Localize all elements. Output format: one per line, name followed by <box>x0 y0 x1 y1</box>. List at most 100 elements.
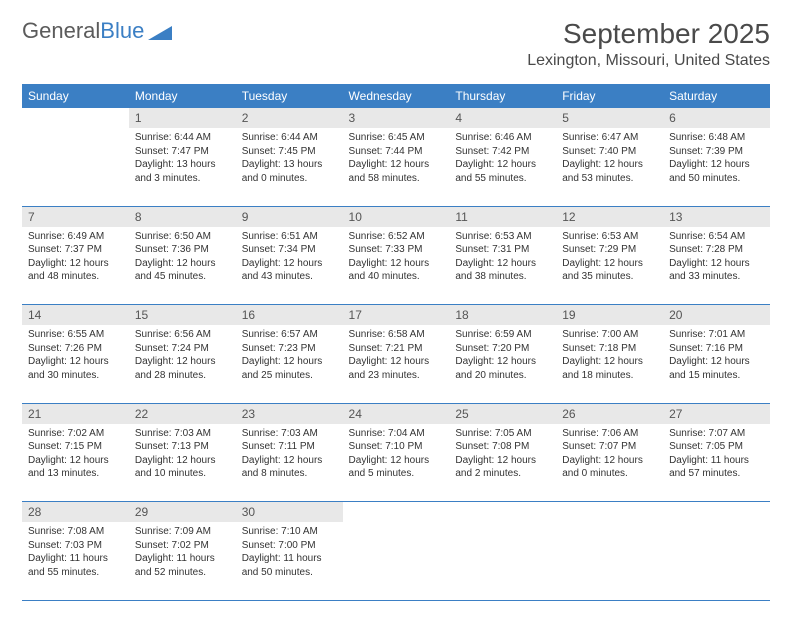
daylight-line: Daylight: 12 hours and 50 minutes. <box>669 158 764 185</box>
day-content-cell: Sunrise: 6:57 AMSunset: 7:23 PMDaylight:… <box>236 325 343 403</box>
sunrise-line: Sunrise: 6:51 AM <box>242 230 337 244</box>
sunset-line: Sunset: 7:28 PM <box>669 243 764 257</box>
day-content-cell: Sunrise: 6:46 AMSunset: 7:42 PMDaylight:… <box>449 128 556 206</box>
sunset-line: Sunset: 7:21 PM <box>349 342 444 356</box>
daylight-line: Daylight: 12 hours and 58 minutes. <box>349 158 444 185</box>
weekday-header: Friday <box>556 84 663 108</box>
day-content-cell: Sunrise: 6:45 AMSunset: 7:44 PMDaylight:… <box>343 128 450 206</box>
daylight-line: Daylight: 12 hours and 35 minutes. <box>562 257 657 284</box>
sunset-line: Sunset: 7:20 PM <box>455 342 550 356</box>
day-content-cell: Sunrise: 6:53 AMSunset: 7:29 PMDaylight:… <box>556 227 663 305</box>
day-details: Sunrise: 6:59 AMSunset: 7:20 PMDaylight:… <box>449 325 556 388</box>
sunrise-line: Sunrise: 6:44 AM <box>242 131 337 145</box>
day-details: Sunrise: 6:50 AMSunset: 7:36 PMDaylight:… <box>129 227 236 290</box>
day-number-cell: 5 <box>556 108 663 128</box>
calendar-table: SundayMondayTuesdayWednesdayThursdayFrid… <box>22 84 770 601</box>
sunset-line: Sunset: 7:33 PM <box>349 243 444 257</box>
daylight-line: Daylight: 12 hours and 5 minutes. <box>349 454 444 481</box>
day-content-cell: Sunrise: 7:03 AMSunset: 7:13 PMDaylight:… <box>129 424 236 502</box>
daylight-line: Daylight: 11 hours and 52 minutes. <box>135 552 230 579</box>
day-details: Sunrise: 7:06 AMSunset: 7:07 PMDaylight:… <box>556 424 663 487</box>
logo-text-2: Blue <box>100 18 144 44</box>
day-content-row: Sunrise: 7:02 AMSunset: 7:15 PMDaylight:… <box>22 424 770 502</box>
sunrise-line: Sunrise: 6:48 AM <box>669 131 764 145</box>
sunset-line: Sunset: 7:02 PM <box>135 539 230 553</box>
weekday-header-row: SundayMondayTuesdayWednesdayThursdayFrid… <box>22 84 770 108</box>
day-content-cell: Sunrise: 6:59 AMSunset: 7:20 PMDaylight:… <box>449 325 556 403</box>
sunrise-line: Sunrise: 7:08 AM <box>28 525 123 539</box>
day-details: Sunrise: 6:55 AMSunset: 7:26 PMDaylight:… <box>22 325 129 388</box>
day-number-cell: 27 <box>663 403 770 424</box>
day-details: Sunrise: 7:01 AMSunset: 7:16 PMDaylight:… <box>663 325 770 388</box>
day-details: Sunrise: 6:53 AMSunset: 7:29 PMDaylight:… <box>556 227 663 290</box>
sunrise-line: Sunrise: 6:56 AM <box>135 328 230 342</box>
weekday-header: Wednesday <box>343 84 450 108</box>
day-details: Sunrise: 6:45 AMSunset: 7:44 PMDaylight:… <box>343 128 450 191</box>
sunrise-line: Sunrise: 7:01 AM <box>669 328 764 342</box>
day-number-cell: 3 <box>343 108 450 128</box>
weekday-header: Saturday <box>663 84 770 108</box>
daylight-line: Daylight: 12 hours and 43 minutes. <box>242 257 337 284</box>
sunrise-line: Sunrise: 6:50 AM <box>135 230 230 244</box>
day-content-cell: Sunrise: 6:47 AMSunset: 7:40 PMDaylight:… <box>556 128 663 206</box>
daylight-line: Daylight: 12 hours and 55 minutes. <box>455 158 550 185</box>
daylight-line: Daylight: 12 hours and 48 minutes. <box>28 257 123 284</box>
sunrise-line: Sunrise: 6:44 AM <box>135 131 230 145</box>
day-content-cell: Sunrise: 7:03 AMSunset: 7:11 PMDaylight:… <box>236 424 343 502</box>
day-content-cell: Sunrise: 6:53 AMSunset: 7:31 PMDaylight:… <box>449 227 556 305</box>
sunrise-line: Sunrise: 7:02 AM <box>28 427 123 441</box>
sunset-line: Sunset: 7:31 PM <box>455 243 550 257</box>
sunset-line: Sunset: 7:11 PM <box>242 440 337 454</box>
daylight-line: Daylight: 12 hours and 2 minutes. <box>455 454 550 481</box>
day-details: Sunrise: 7:03 AMSunset: 7:13 PMDaylight:… <box>129 424 236 487</box>
daylight-line: Daylight: 12 hours and 8 minutes. <box>242 454 337 481</box>
day-details: Sunrise: 6:48 AMSunset: 7:39 PMDaylight:… <box>663 128 770 191</box>
day-details: Sunrise: 6:44 AMSunset: 7:47 PMDaylight:… <box>129 128 236 191</box>
day-content-cell: Sunrise: 7:07 AMSunset: 7:05 PMDaylight:… <box>663 424 770 502</box>
day-details: Sunrise: 7:02 AMSunset: 7:15 PMDaylight:… <box>22 424 129 487</box>
sunset-line: Sunset: 7:29 PM <box>562 243 657 257</box>
sunset-line: Sunset: 7:39 PM <box>669 145 764 159</box>
sunrise-line: Sunrise: 6:47 AM <box>562 131 657 145</box>
sunrise-line: Sunrise: 6:57 AM <box>242 328 337 342</box>
day-number-row: 282930 <box>22 502 770 523</box>
sunrise-line: Sunrise: 6:55 AM <box>28 328 123 342</box>
daylight-line: Daylight: 12 hours and 38 minutes. <box>455 257 550 284</box>
sunset-line: Sunset: 7:00 PM <box>242 539 337 553</box>
day-number-cell: 21 <box>22 403 129 424</box>
day-number-cell: 29 <box>129 502 236 523</box>
sunset-line: Sunset: 7:15 PM <box>28 440 123 454</box>
sunrise-line: Sunrise: 7:04 AM <box>349 427 444 441</box>
day-details: Sunrise: 6:54 AMSunset: 7:28 PMDaylight:… <box>663 227 770 290</box>
daylight-line: Daylight: 12 hours and 20 minutes. <box>455 355 550 382</box>
daylight-line: Daylight: 12 hours and 30 minutes. <box>28 355 123 382</box>
sunrise-line: Sunrise: 6:45 AM <box>349 131 444 145</box>
day-number-cell: 2 <box>236 108 343 128</box>
day-number-cell: 10 <box>343 206 450 227</box>
day-number-cell <box>556 502 663 523</box>
day-number-cell: 24 <box>343 403 450 424</box>
day-content-row: Sunrise: 6:49 AMSunset: 7:37 PMDaylight:… <box>22 227 770 305</box>
day-number-cell: 20 <box>663 305 770 326</box>
sunset-line: Sunset: 7:36 PM <box>135 243 230 257</box>
sunset-line: Sunset: 7:23 PM <box>242 342 337 356</box>
day-details: Sunrise: 6:52 AMSunset: 7:33 PMDaylight:… <box>343 227 450 290</box>
sunrise-line: Sunrise: 6:49 AM <box>28 230 123 244</box>
day-details: Sunrise: 7:09 AMSunset: 7:02 PMDaylight:… <box>129 522 236 585</box>
day-content-cell: Sunrise: 6:49 AMSunset: 7:37 PMDaylight:… <box>22 227 129 305</box>
day-number-cell: 30 <box>236 502 343 523</box>
daylight-line: Daylight: 12 hours and 13 minutes. <box>28 454 123 481</box>
calendar-body: 123456Sunrise: 6:44 AMSunset: 7:47 PMDay… <box>22 108 770 600</box>
day-content-cell: Sunrise: 6:58 AMSunset: 7:21 PMDaylight:… <box>343 325 450 403</box>
daylight-line: Daylight: 12 hours and 45 minutes. <box>135 257 230 284</box>
day-number-cell <box>449 502 556 523</box>
sunset-line: Sunset: 7:34 PM <box>242 243 337 257</box>
sunset-line: Sunset: 7:08 PM <box>455 440 550 454</box>
day-content-cell <box>556 522 663 600</box>
day-details: Sunrise: 6:53 AMSunset: 7:31 PMDaylight:… <box>449 227 556 290</box>
day-content-row: Sunrise: 7:08 AMSunset: 7:03 PMDaylight:… <box>22 522 770 600</box>
daylight-line: Daylight: 11 hours and 55 minutes. <box>28 552 123 579</box>
day-content-cell: Sunrise: 7:01 AMSunset: 7:16 PMDaylight:… <box>663 325 770 403</box>
sunset-line: Sunset: 7:16 PM <box>669 342 764 356</box>
day-content-cell: Sunrise: 6:50 AMSunset: 7:36 PMDaylight:… <box>129 227 236 305</box>
